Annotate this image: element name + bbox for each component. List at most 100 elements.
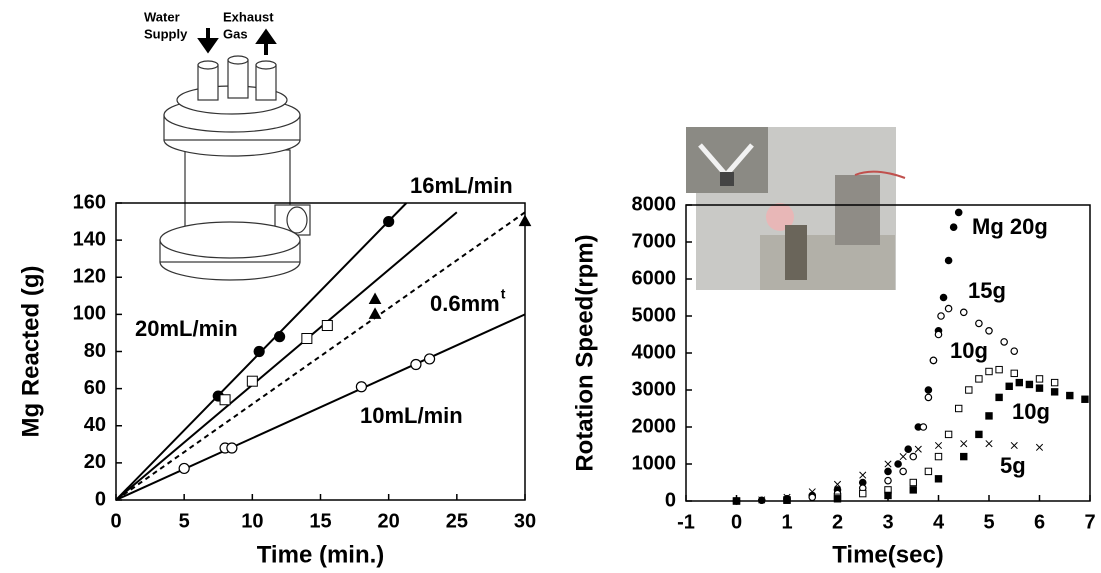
point — [425, 354, 435, 364]
y-tick-label: 0 — [95, 488, 106, 510]
point — [976, 431, 982, 437]
x-tick-label: 2 — [832, 511, 843, 533]
point — [905, 446, 911, 452]
point — [996, 394, 1002, 400]
point — [247, 376, 257, 386]
series-label: 16mL/min — [410, 173, 513, 198]
point — [227, 443, 237, 453]
point — [179, 463, 189, 473]
point — [920, 424, 926, 430]
point — [885, 492, 891, 498]
y-tick-label: 7000 — [632, 230, 677, 252]
point — [885, 461, 891, 467]
point — [986, 328, 992, 334]
point — [1001, 339, 1007, 345]
point — [1011, 442, 1017, 448]
y-tick-label: 60 — [84, 377, 106, 399]
point — [935, 476, 941, 482]
fit-line — [116, 314, 525, 500]
y-axis-title: Rotation Speed(rpm) — [571, 234, 598, 471]
point — [961, 453, 967, 459]
y-tick-label: 40 — [84, 414, 106, 436]
point — [1016, 379, 1022, 385]
x-tick-label: 10 — [241, 510, 263, 532]
y-tick-label: 140 — [73, 228, 106, 250]
series-label-sup: t — [501, 286, 506, 302]
point — [1051, 379, 1057, 385]
point — [935, 453, 941, 459]
point — [910, 479, 916, 485]
point — [966, 387, 972, 393]
point — [915, 446, 921, 452]
y-tick-label: 160 — [73, 191, 106, 213]
point — [370, 294, 381, 304]
point — [930, 357, 936, 363]
x-axis-title: Time(sec) — [832, 541, 944, 568]
y-tick-label: 8000 — [632, 193, 677, 215]
y-tick-label: 2000 — [632, 415, 677, 437]
point — [986, 368, 992, 374]
point — [1036, 376, 1042, 382]
point — [925, 387, 931, 393]
point — [220, 395, 230, 405]
apparatus-drawing: Water Supply Exhaust Gas — [144, 9, 310, 280]
point — [956, 209, 962, 215]
point — [322, 321, 332, 331]
series-label: 5g — [1000, 453, 1026, 478]
point — [1026, 381, 1032, 387]
point — [1082, 396, 1088, 402]
point — [961, 309, 967, 315]
point — [834, 496, 840, 502]
point — [1011, 348, 1017, 354]
point — [950, 224, 956, 230]
x-tick-label: 5 — [983, 511, 994, 533]
diagram-label: Exhaust — [223, 9, 274, 24]
x-tick-label: 30 — [514, 510, 536, 532]
point — [945, 305, 951, 311]
series-label: 10mL/min — [360, 403, 463, 428]
x-tick-label: 15 — [309, 510, 331, 532]
series-label: Mg 20g — [972, 214, 1048, 239]
series-label: 10g — [950, 338, 988, 363]
point — [945, 257, 951, 263]
point — [370, 308, 381, 318]
point — [860, 490, 866, 496]
figure: Water Supply Exhaust Gas 051015202530020… — [0, 0, 1101, 573]
point — [986, 440, 992, 446]
y-tick-label: 0 — [665, 489, 676, 511]
point — [925, 394, 931, 400]
point — [940, 294, 946, 300]
point — [254, 347, 264, 357]
x-tick-label: 25 — [446, 510, 468, 532]
point — [910, 487, 916, 493]
x-tick-label: 0 — [110, 510, 121, 532]
y-tick-label: 6000 — [632, 267, 677, 289]
point — [1011, 370, 1017, 376]
x-tick-label: 20 — [378, 510, 400, 532]
y-tick-label: 4000 — [632, 341, 677, 363]
series-label: 0.6mm — [430, 291, 500, 316]
y-tick-label: 5000 — [632, 304, 677, 326]
point — [976, 376, 982, 382]
y-tick-label: 100 — [73, 303, 106, 325]
point — [945, 431, 951, 437]
y-tick-label: 3000 — [632, 378, 677, 400]
point — [961, 440, 967, 446]
y-tick-label: 20 — [84, 451, 106, 473]
series-label: 15g — [968, 278, 1006, 303]
x-tick-label: 7 — [1084, 511, 1095, 533]
series-label: 20mL/min — [135, 316, 238, 341]
point — [900, 453, 906, 459]
x-tick-label: 6 — [1034, 511, 1045, 533]
x-tick-label: 3 — [882, 511, 893, 533]
point — [938, 313, 944, 319]
point — [1051, 389, 1057, 395]
diagram-label: Gas — [223, 26, 248, 41]
point — [411, 359, 421, 369]
point — [784, 497, 790, 503]
point — [956, 405, 962, 411]
point — [885, 468, 891, 474]
point — [986, 413, 992, 419]
x-tick-label: 5 — [179, 510, 190, 532]
photo — [686, 127, 905, 290]
